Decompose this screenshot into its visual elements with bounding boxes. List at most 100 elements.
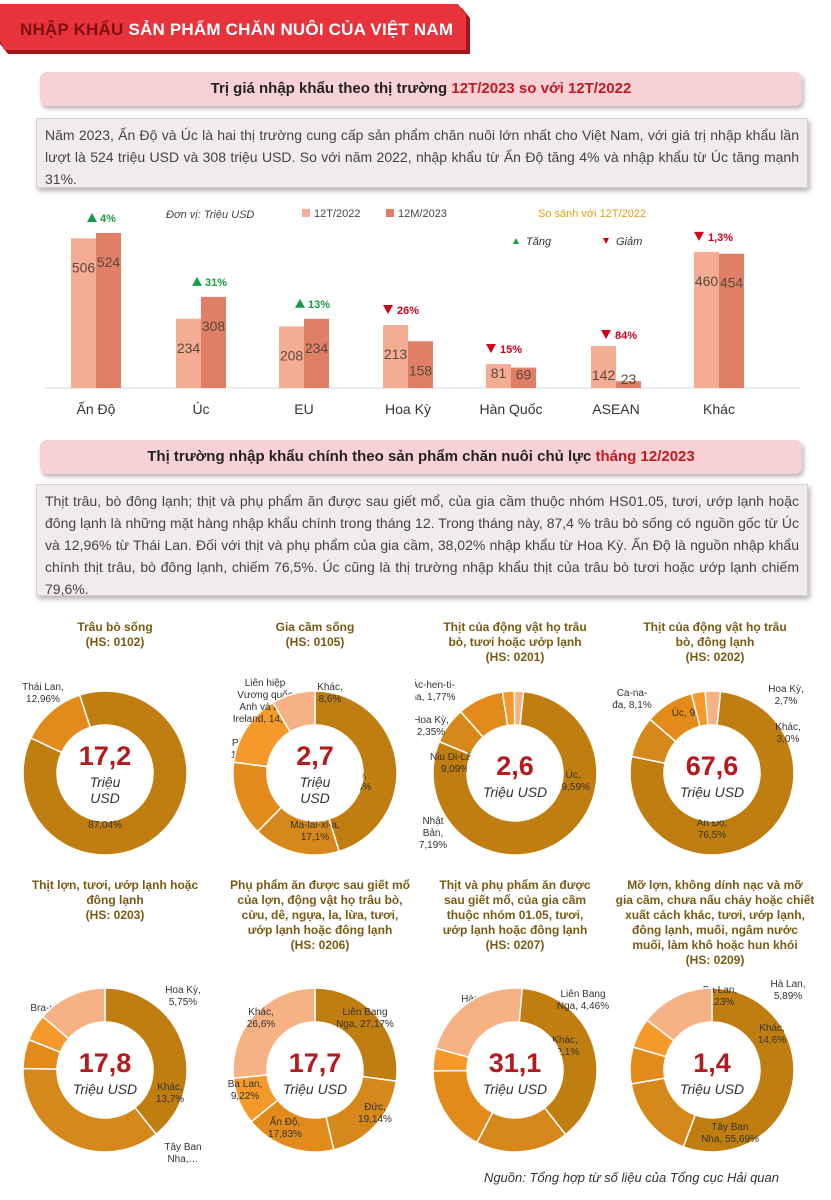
category-label: Úc	[192, 401, 209, 417]
slice-label: 76,5%	[698, 830, 726, 841]
slice-label: Liên hiệp	[245, 678, 286, 689]
bar-2022	[279, 326, 304, 388]
pie-title: Thịt lợn, tươi, ướp lạnh hoặc đông lạnh (H…	[20, 878, 210, 923]
slice-label: 3,0%	[777, 734, 800, 745]
center-unit: USD	[300, 790, 330, 806]
slice-label: Khác,	[552, 1035, 578, 1046]
pie-title-line: Thịt của động vật họ trâu	[443, 620, 587, 634]
bar-value-label: 213	[384, 346, 408, 362]
bar-2022	[694, 251, 719, 388]
bar-value-label: 69	[516, 367, 532, 383]
pie-title-line: ướp lạnh hoặc đông lạnh	[442, 923, 588, 937]
banner-shape	[0, 4, 466, 50]
bar-value-label: 142	[592, 367, 616, 383]
slice-label: Hoa Kỳ,	[768, 684, 804, 695]
bar-2023	[719, 253, 744, 388]
pie-title: Mỡ lợn, không dính nạc và mỡ gia cầm, chư…	[615, 878, 815, 968]
pie-title-line: của lợn, động vật họ trâu bò,	[237, 893, 403, 907]
bar-value-label: 524	[97, 254, 121, 270]
change-up-icon	[87, 213, 97, 222]
center-unit: USD	[90, 790, 120, 806]
slice-label: Ba Lan,	[228, 1079, 262, 1090]
slice-label: Ác-hen-ti-	[415, 678, 455, 691]
center-unit: Triệu USD	[483, 1081, 547, 1097]
bar-2022	[591, 345, 616, 388]
slice-label: Khác,	[157, 1082, 183, 1093]
pie-title-line: (HS: 0201)	[485, 650, 545, 664]
slice-label: Khác,	[317, 682, 343, 693]
center-unit: Triệu USD	[483, 784, 547, 800]
pie-title-line: (HS: 0202)	[685, 650, 745, 664]
bar-value-label: 308	[202, 318, 226, 334]
bar-2023	[408, 341, 433, 388]
legend-up-icon	[513, 238, 519, 244]
donut-hole	[664, 725, 760, 821]
pie-title-line: (HS: 0207)	[485, 938, 545, 952]
pie-title: Phụ phẩm ăn được sau giết mổ của lợn, độn…	[220, 878, 420, 953]
slice-label: Ca-na-	[617, 688, 648, 699]
pie-title-line: gia cầm, chưa nấu chảy hoặc chiết	[615, 893, 815, 907]
bar-2023	[201, 296, 226, 388]
pie-title-line: sau giết mổ, của gia cầm	[443, 893, 587, 907]
pie-title-line: thuộc nhóm 01.05, tươi,	[446, 908, 584, 922]
slice-label: Khác,	[248, 1007, 274, 1018]
center-unit: Triệu USD	[680, 1081, 744, 1097]
slice-label: Liên Bang	[560, 989, 605, 1000]
donut-chart: Hoa Kỳ, 38,02%Ba Lan,18,27%Hàn Quốc,17,1…	[432, 987, 609, 1153]
change-label: 1,3%	[708, 232, 733, 244]
slice-label: 2,35%	[417, 727, 445, 738]
donut-hole	[467, 725, 563, 821]
slice-label: Tây Ban	[164, 1142, 201, 1153]
bar-2023	[96, 233, 121, 388]
bar-value-label: 234	[177, 340, 201, 356]
slice-label: Khác,	[759, 1023, 785, 1034]
slice-label: Hoa Kỳ,	[415, 715, 449, 726]
slice-label: 79,59%	[556, 782, 590, 793]
slice-label: Hà Lan,	[770, 979, 805, 990]
bar-2022	[71, 238, 96, 388]
change-down-icon	[486, 344, 496, 354]
change-label: 31%	[205, 277, 227, 289]
slice-label: 5,89%	[774, 991, 802, 1002]
slice-label: Nga, 4,46%	[557, 1001, 609, 1012]
slice-label: Thái Lan,	[22, 682, 64, 693]
slice-label: Ma-lai-xi-a,	[290, 820, 339, 831]
category-label: Khác	[703, 401, 735, 417]
pie-title: Gia cầm sống (HS: 0105)	[220, 620, 410, 650]
change-down-icon	[383, 304, 393, 314]
bar-2022	[383, 324, 408, 388]
legend-swatch-2022	[302, 209, 310, 217]
donut-hole	[664, 1022, 760, 1118]
header-banner	[0, 4, 470, 54]
pie-title-line: (HS: 0209)	[685, 953, 745, 967]
donut-hole	[57, 725, 153, 821]
legend-down-icon	[603, 238, 609, 244]
pie-title-line: Trâu bò sống	[77, 620, 153, 634]
pie-title-line: bò, đông lạnh	[675, 635, 755, 649]
bar-2023	[304, 318, 329, 388]
donut-chart: Liên Bang Nga,39,29%Bra-xin, 36%Hoa Kỳ,5…	[22, 985, 202, 1165]
bar-2023	[616, 381, 641, 388]
legend-up-label: Tăng	[526, 236, 552, 248]
pie-title-line: Thịt và phụ phẩm ăn được	[439, 878, 591, 892]
slice-label: 9,22%	[231, 1091, 259, 1102]
category-label: ASEAN	[592, 401, 639, 417]
change-label: 84%	[615, 330, 637, 342]
donut-chart: Ấn Độ,76,5%Ca-na-đa, 8,1%Úc, 9,6%Hoa Kỳ,…	[612, 684, 804, 856]
change-label: 15%	[500, 344, 522, 356]
bar-value-label: 81	[491, 365, 507, 381]
slice-label: Vương quốc	[237, 689, 293, 701]
slice-label: 17,83%	[268, 1129, 302, 1140]
slice-label: Tây Ban	[711, 1122, 748, 1133]
slice-label: 87,04%	[88, 820, 122, 831]
donut-chart: Lào,45,3%Ma-lai-xi-a,17,1%Pháp,14,8%Liên…	[231, 678, 398, 856]
bar-2022	[486, 364, 511, 388]
bar-chart: Đơn vị: Triệu USD 12T/2022 12M/2023 So sánh…	[36, 198, 808, 430]
pie-title: Thịt của động vật họ trâu bò, đông lạnh (H…	[615, 620, 815, 665]
slice-label: Hoa Kỳ,	[165, 985, 201, 996]
slice-label: 13,7%	[156, 1094, 184, 1105]
bar-value-label: 234	[305, 340, 329, 356]
center-value: 17,8	[79, 1048, 132, 1078]
